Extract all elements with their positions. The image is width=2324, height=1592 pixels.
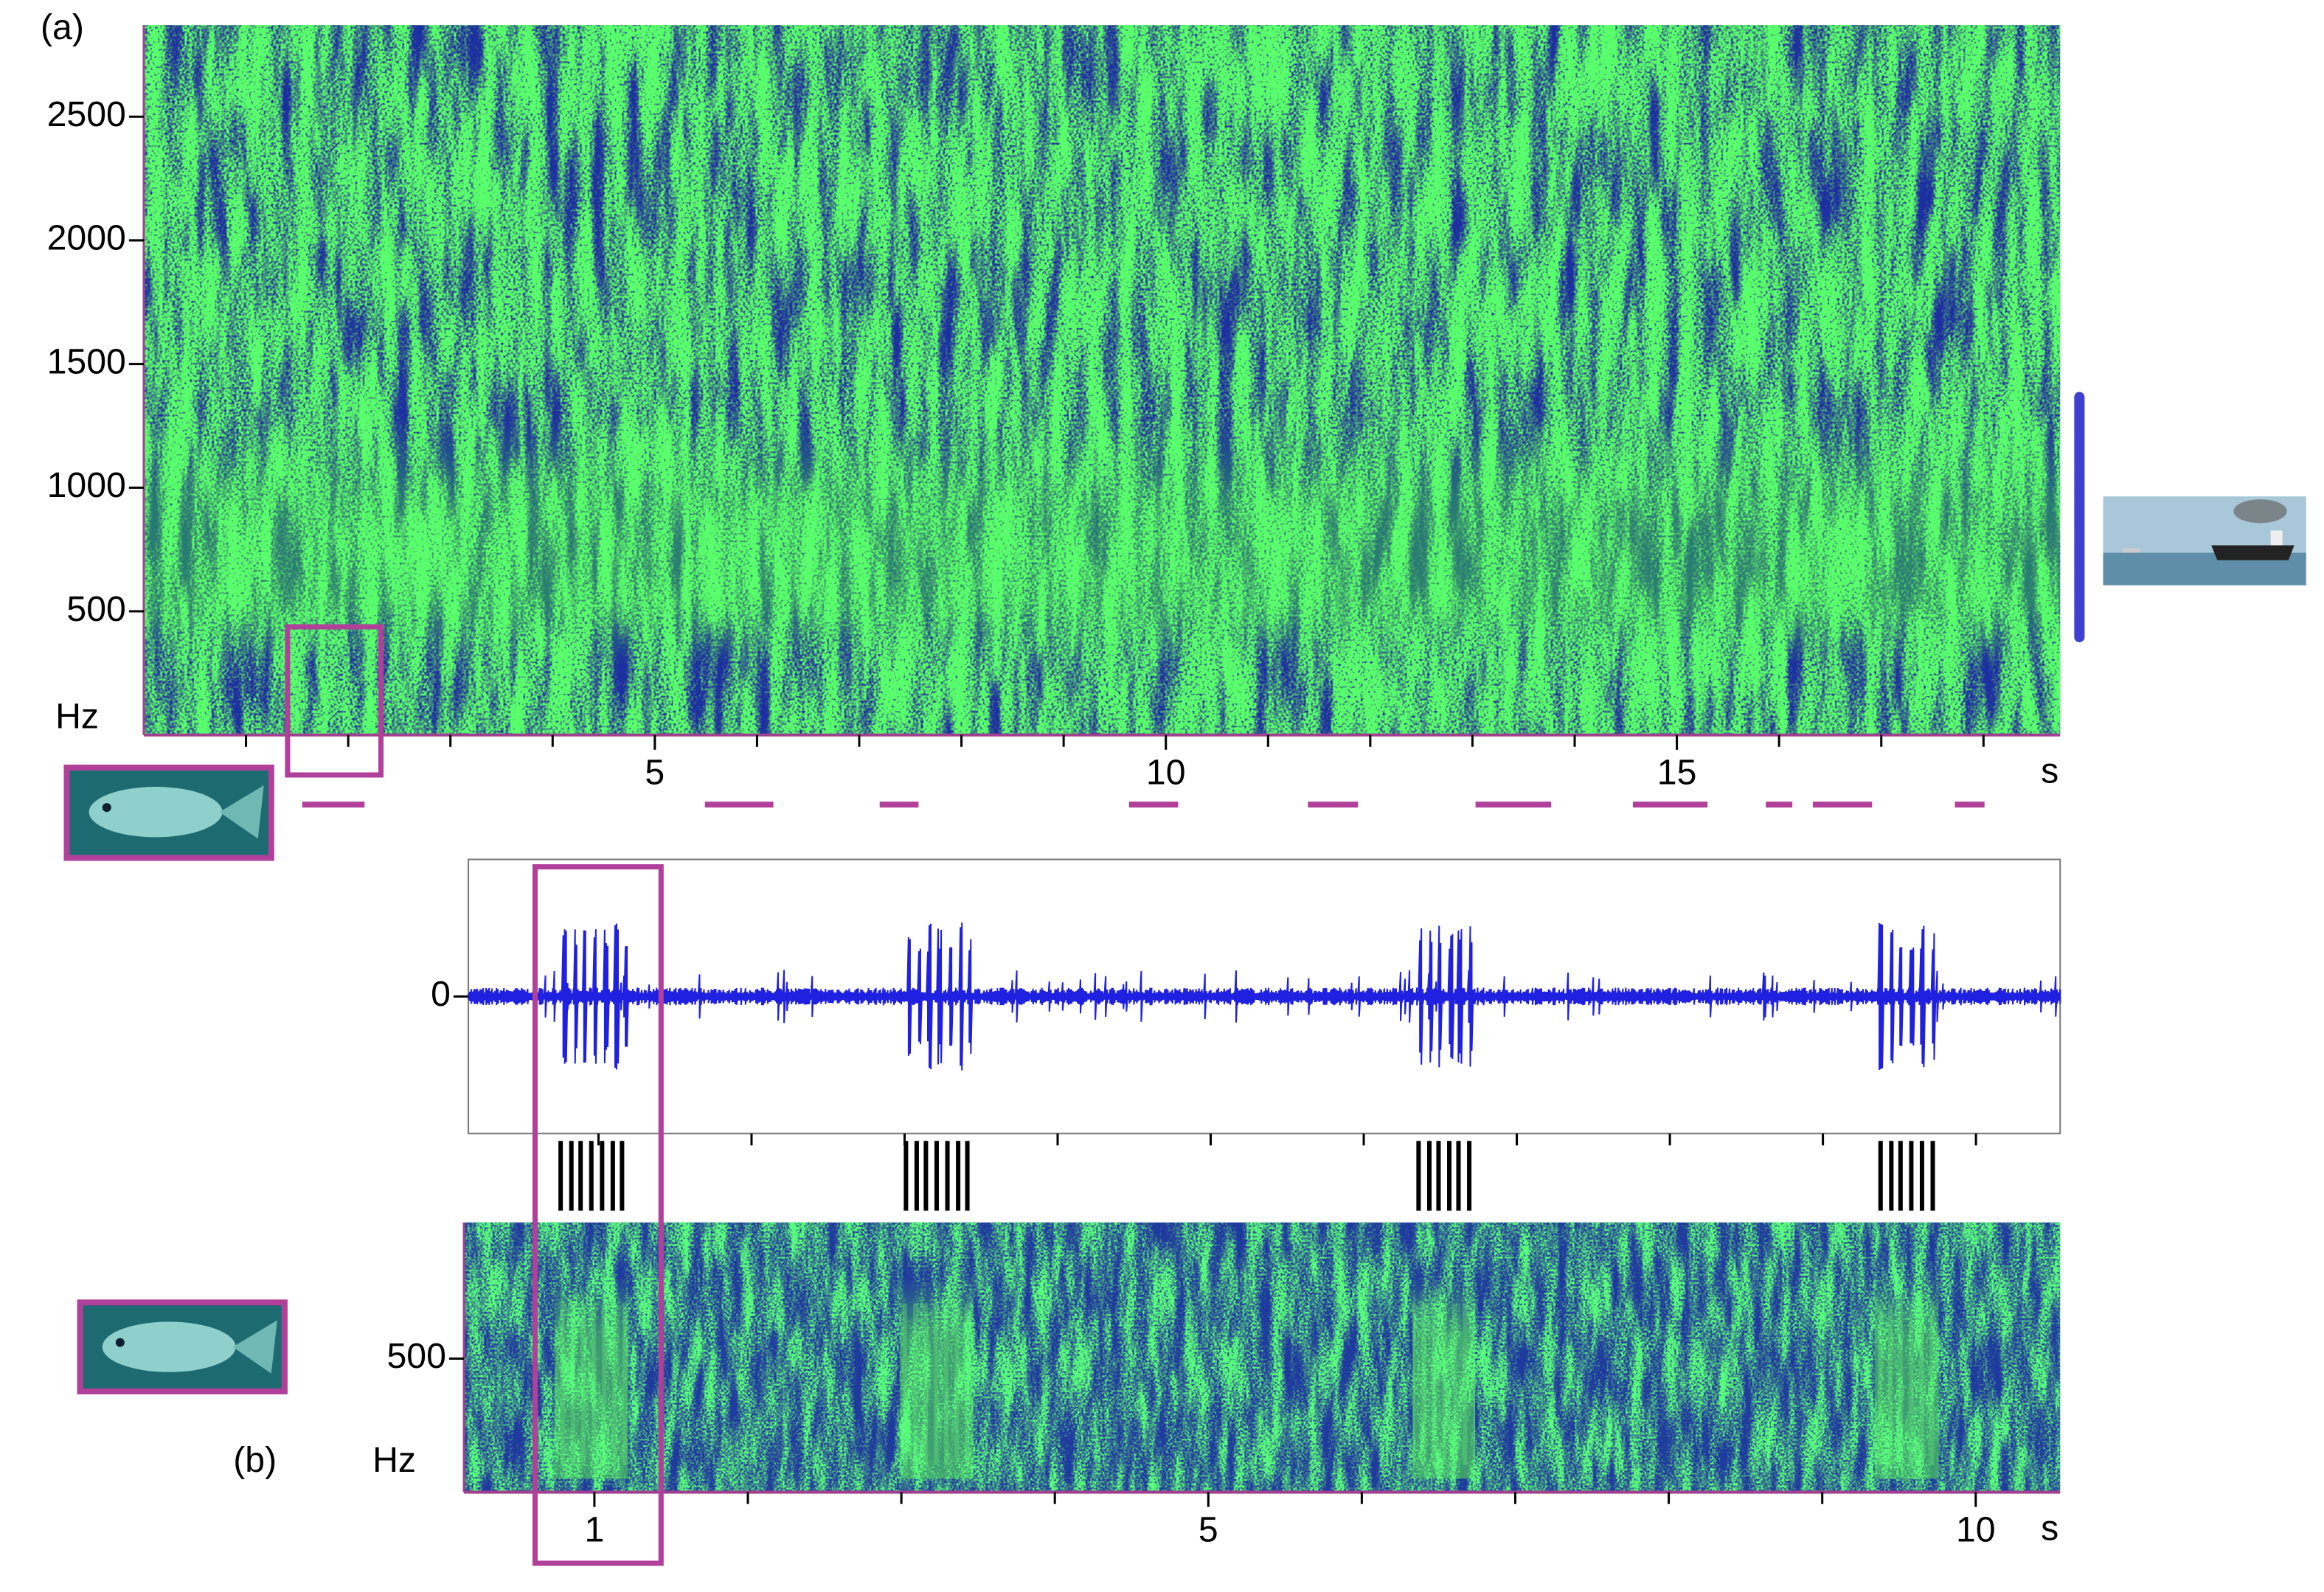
y-tick-label: 2000 — [47, 218, 126, 258]
spectrogram-panel: 500 1 5 10 (b) Hz s — [233, 1141, 2061, 1550]
x-unit: s — [2041, 751, 2058, 791]
fish-icon — [63, 764, 274, 861]
spectrogram-panel: 500 1000 1500 2000 2500 5 10 15 (a) Hz s — [41, 7, 2061, 808]
spectrogram-texture — [464, 1222, 2061, 1492]
spectrogram-texture — [143, 25, 2061, 735]
y-tick-label: 1000 — [47, 465, 126, 505]
panel-label: (b) — [233, 1440, 277, 1480]
y-tick-label: 1500 — [47, 341, 126, 381]
y-tick-label: 500 — [66, 589, 125, 629]
highlight-box — [532, 864, 664, 1566]
ship-photo — [2103, 496, 2306, 585]
x-tick-label: 5 — [645, 753, 665, 793]
x-tick-label: 1 — [584, 1510, 604, 1550]
y-unit: Hz — [372, 1440, 416, 1480]
y-unit: Hz — [55, 696, 99, 736]
x-unit: s — [2041, 1509, 2058, 1548]
x-tick-label: 10 — [1956, 1510, 1996, 1550]
x-tick-label: 15 — [1657, 753, 1697, 793]
y-tick-label: 2500 — [47, 94, 126, 134]
y-tick-label: 0 — [431, 974, 451, 1014]
y-tick-label: 500 — [386, 1336, 445, 1376]
x-tick-label: 10 — [1146, 753, 1186, 793]
x-tick-label: 5 — [1199, 1510, 1218, 1550]
fish-icon — [77, 1299, 288, 1394]
waveform-panel: 0 — [431, 858, 2061, 1146]
highlight-box — [285, 624, 384, 778]
panel-label: (a) — [41, 7, 84, 47]
